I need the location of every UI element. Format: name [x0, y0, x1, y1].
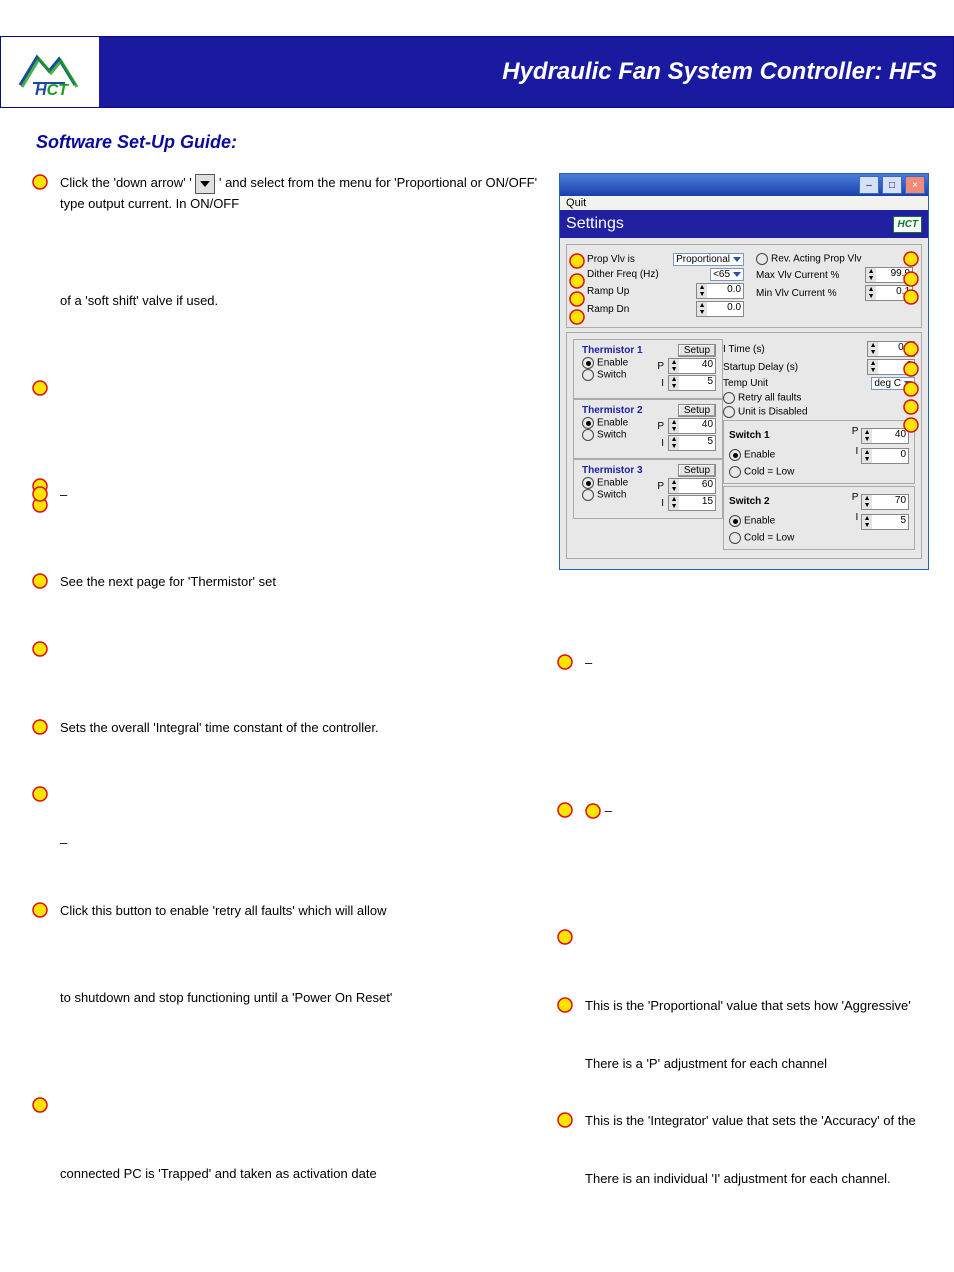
chevron-down-icon	[733, 272, 741, 277]
enable-radio[interactable]	[582, 477, 594, 489]
dither-select[interactable]: <65	[710, 268, 744, 281]
guide-item: This is the 'Proportional' value that se…	[585, 996, 954, 1016]
subtitle: Software Set-Up Guide:	[36, 132, 954, 153]
bullet-icon	[32, 174, 48, 190]
bullet-icon	[32, 573, 48, 589]
i-spinner[interactable]: ▲▼15	[668, 495, 716, 511]
cold-radio[interactable]	[729, 532, 741, 544]
right-column: – □ × Quit Settings HCT	[559, 173, 954, 1196]
disabled-radio[interactable]	[723, 406, 735, 418]
enable-radio[interactable]	[582, 357, 594, 369]
guide-item: to shutdown and stop functioning until a…	[60, 988, 539, 1008]
setup-button[interactable]: Setup	[678, 404, 716, 417]
guide-item: There is a 'P' adjustment for each chann…	[585, 1054, 954, 1074]
guide-item: Click the 'down arrow' ' ' and select fr…	[60, 173, 539, 213]
bullet-icon	[32, 902, 48, 918]
bullet-icon	[557, 929, 573, 945]
bullet-icon	[557, 1112, 573, 1128]
bullet-icon	[585, 803, 601, 819]
prop-vlv-select[interactable]: Proportional	[673, 253, 744, 266]
minimize-button[interactable]: –	[859, 176, 879, 194]
i-spinner[interactable]: ▲▼0	[861, 448, 909, 464]
maximize-button[interactable]: □	[882, 176, 902, 194]
guide-item: See the next page for 'Thermistor' set	[60, 572, 539, 592]
guide-item: Click this button to enable 'retry all f…	[60, 901, 539, 921]
close-button[interactable]: ×	[905, 176, 925, 194]
settings-header: Settings HCT	[560, 210, 928, 238]
thermistor-box: Thermistor 3SetupEnableSwitchP▲▼60I▲▼15	[573, 459, 723, 519]
guide-item: –	[60, 833, 539, 853]
p-spinner[interactable]: ▲▼40	[668, 358, 716, 374]
enable-radio[interactable]	[729, 515, 741, 527]
switch-radio[interactable]	[582, 489, 594, 501]
i-spinner[interactable]: ▲▼5	[668, 435, 716, 451]
retry-radio[interactable]	[723, 392, 735, 404]
bullet-icon	[32, 719, 48, 735]
dropdown-icon	[195, 174, 215, 194]
settings-window: – □ × Quit Settings HCT	[559, 173, 929, 570]
cold-radio[interactable]	[729, 466, 741, 478]
p-spinner[interactable]: ▲▼40	[861, 428, 909, 444]
ramp-dn-spinner[interactable]: ▲▼0.0	[696, 301, 744, 317]
bullet-icon	[32, 641, 48, 657]
bullet-icon	[32, 380, 48, 396]
thermistor-box: Thermistor 2SetupEnableSwitchP▲▼40I▲▼5	[573, 399, 723, 459]
p-spinner[interactable]: ▲▼60	[668, 478, 716, 494]
bullet-icon	[557, 997, 573, 1013]
logo: HCT	[1, 37, 99, 107]
guide-item: connected PC is 'Trapped' and taken as a…	[60, 1164, 539, 1184]
p-spinner[interactable]: ▲▼70	[861, 494, 909, 510]
ramp-up-spinner[interactable]: ▲▼0.0	[696, 283, 744, 299]
window-titlebar: – □ ×	[560, 174, 928, 196]
switch-box: Switch 2P ▲▼70EnableI ▲▼5Cold = Low	[723, 486, 915, 550]
enable-radio[interactable]	[729, 449, 741, 461]
bullet-icon	[557, 802, 573, 818]
setup-button[interactable]: Setup	[678, 344, 716, 357]
switch-box: Switch 1P ▲▼40EnableI ▲▼0Cold = Low	[723, 420, 915, 484]
menu-quit[interactable]: Quit	[560, 196, 928, 210]
hct-logo-mini: HCT	[893, 216, 922, 233]
svg-text:HCT: HCT	[35, 82, 69, 99]
guide-item: –	[585, 653, 954, 673]
enable-radio[interactable]	[582, 417, 594, 429]
i-spinner[interactable]: ▲▼5	[861, 514, 909, 530]
bullet-icon	[557, 654, 573, 670]
header: HCT Hydraulic Fan System Controller: HFS	[0, 36, 954, 108]
guide-item: This is the 'Integrator' value that sets…	[585, 1111, 954, 1131]
left-column: Click the 'down arrow' ' ' and select fr…	[0, 173, 559, 1196]
chevron-down-icon	[733, 257, 741, 262]
page-title: Hydraulic Fan System Controller: HFS	[99, 37, 953, 107]
switch-radio[interactable]	[582, 429, 594, 441]
bullet-icon	[32, 786, 48, 802]
guide-item: There is an individual 'I' adjustment fo…	[585, 1169, 954, 1189]
guide-item: of a 'soft shift' valve if used.	[60, 291, 539, 311]
setup-button[interactable]: Setup	[678, 464, 716, 477]
guide-item: Sets the overall 'Integral' time constan…	[60, 718, 539, 738]
bullet-icon	[32, 1097, 48, 1113]
thermistor-box: Thermistor 1SetupEnableSwitchP▲▼40I▲▼5	[573, 339, 723, 399]
rev-acting-radio[interactable]	[756, 253, 768, 265]
guide-item: –	[60, 485, 539, 505]
bullet-icon	[32, 486, 48, 502]
switch-radio[interactable]	[582, 369, 594, 381]
i-spinner[interactable]: ▲▼5	[668, 375, 716, 391]
p-spinner[interactable]: ▲▼40	[668, 418, 716, 434]
guide-item: –	[585, 801, 954, 821]
